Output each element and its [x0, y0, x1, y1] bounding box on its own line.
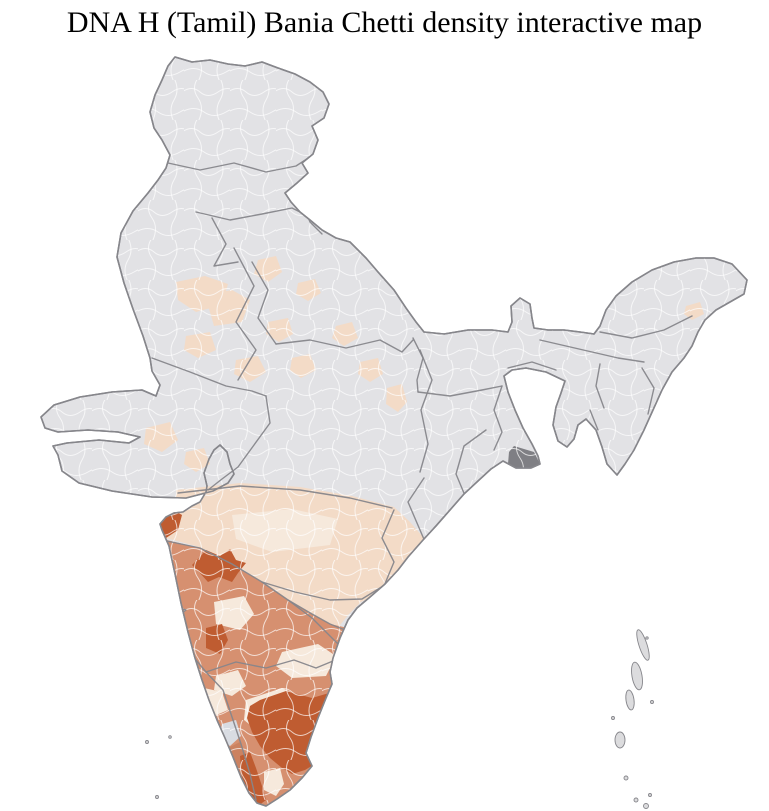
state-border-meghalaya-north [507, 361, 557, 371]
state-border-chhattisgarh-maharashtra [407, 477, 427, 545]
lakshadweep-islet-2[interactable] [168, 735, 172, 739]
andaman-islet-4[interactable] [645, 636, 649, 640]
state-border-manipur-mizoram [641, 367, 655, 415]
andaman-islet-3[interactable] [611, 716, 615, 720]
nicobar-islet-1[interactable] [633, 797, 639, 803]
nicobar-islet-3[interactable] [648, 793, 652, 797]
state-border-up-west [251, 261, 277, 345]
state-border-jammu-kashmir-south [167, 154, 314, 173]
lakshadweep-islet-3[interactable] [155, 795, 159, 799]
state-border-himachal-south [195, 207, 301, 221]
andaman-island-middle[interactable] [630, 661, 645, 691]
state-border-kerala-tamilnadu [205, 671, 257, 801]
state-border-up-bihar [412, 337, 424, 393]
andaman-island-south[interactable] [625, 689, 636, 711]
deep-density-district-krishna-delta[interactable] [392, 572, 426, 604]
nicobar-islet-2[interactable] [643, 803, 649, 809]
map-title: DNA H (Tamil) Bania Chetti density inter… [66, 6, 703, 39]
state-border-mp-chhattisgarh [419, 349, 433, 473]
state-border-jharkhand-westbengal [493, 385, 503, 451]
andaman-islet-1[interactable] [623, 775, 629, 781]
lakshadweep-islet-1[interactable] [145, 740, 149, 744]
state-border-bihar-jharkhand [417, 385, 503, 397]
state-border-gujarat-east [207, 395, 271, 491]
state-border-rajasthan-east [233, 247, 257, 381]
state-border-rajasthan-gujarat [151, 357, 267, 397]
andaman-little-island[interactable] [614, 731, 626, 749]
state-border-nagaland-manipur [595, 363, 605, 409]
state-border-assam-valley-south [539, 339, 645, 363]
andaman-island-north[interactable] [634, 629, 651, 662]
state-border-telangana-andhra [261, 581, 389, 601]
state-border-karnataka-tamilnadu [205, 659, 334, 673]
india-outline-stroke [40, 56, 748, 807]
state-border-maharashtra-telangana [381, 509, 395, 587]
andaman-islet-2[interactable] [650, 700, 654, 704]
state-border-karnataka-andhra [287, 599, 345, 651]
state-border-tripura-east [589, 409, 599, 431]
state-border-assam-arunachal [599, 315, 693, 339]
state-border-punjab-haryana [211, 217, 239, 267]
state-border-kerala-north [195, 659, 207, 673]
state-border-maharashtra-karnataka [161, 539, 346, 631]
state-border-up-mp [275, 339, 414, 353]
